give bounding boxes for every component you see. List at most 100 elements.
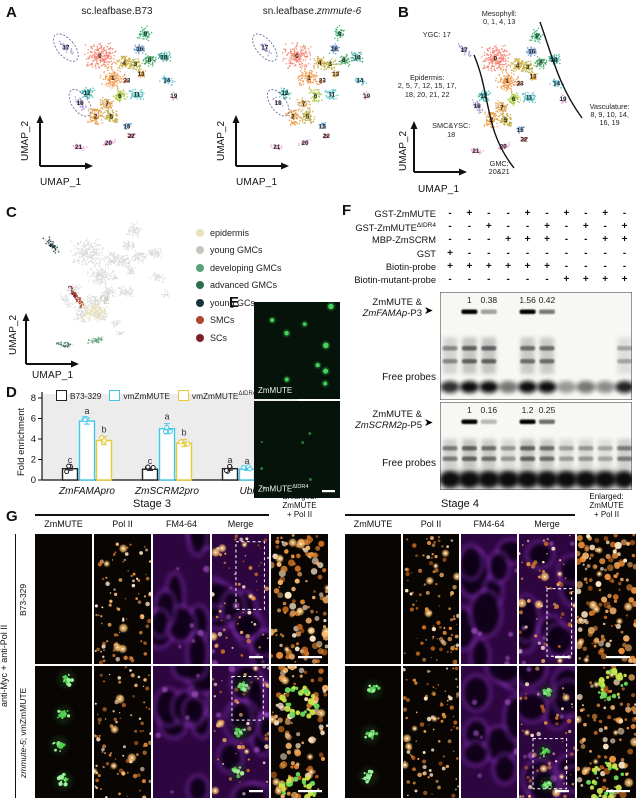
emsa-sign-r0-l6: + (563, 208, 570, 219)
gel2-band-arrow-icon: ➤ (424, 417, 434, 429)
emsa-sign-r4-l8: - (603, 260, 607, 272)
svg-text:2: 2 (94, 114, 98, 121)
svg-text:6: 6 (118, 93, 122, 100)
svg-text:13: 13 (138, 71, 146, 78)
svg-text:18: 18 (275, 100, 283, 107)
chart-legend: B73-329 vmZmMUTE vmZmMUTEΔIDR4 (48, 390, 256, 401)
col-header-s0-0: ZmMUTE (44, 519, 83, 529)
svg-text:3: 3 (329, 61, 333, 68)
micro-tile-r1-c3 (212, 666, 269, 798)
panel-e-label: E (229, 294, 240, 311)
svg-text:0: 0 (494, 55, 498, 62)
umap-c-ylabel: UMAP_2 (8, 315, 19, 356)
svg-text:13: 13 (332, 71, 340, 78)
col-header-s1-3: Merge (534, 519, 560, 529)
e-img2-label: ZmMUTEΔIDR4 (258, 484, 309, 494)
emsa-sign-r3-l4: - (525, 247, 530, 259)
emsa-sign-r1-l9: + (621, 221, 628, 233)
emsa-sign-r0-l2: - (487, 208, 491, 219)
row1-genotype-label: B73-329 (18, 583, 28, 617)
micro-tile-r0-c9 (577, 534, 636, 664)
svg-text:22: 22 (128, 133, 136, 140)
svg-text:20: 20 (105, 140, 113, 147)
micro-tile-r0-c6 (403, 534, 459, 664)
svg-text:16: 16 (528, 48, 536, 55)
svg-text:11: 11 (134, 92, 141, 99)
emsa-sign-r2-l4: + (524, 234, 531, 246)
emsa-sign-r0-l0: - (448, 208, 452, 219)
emsa-sign-r2-l9: + (621, 234, 628, 246)
umap-a1-ylabel: UMAP_2 (20, 121, 31, 162)
emsa-row-label-2: MBP-ZmSCRM (371, 235, 436, 246)
emsa-sign-r2-l7: - (584, 234, 588, 246)
svg-text:9: 9 (535, 33, 539, 40)
svg-text:5: 5 (504, 117, 508, 124)
emsa-sign-r1-l5: + (544, 221, 550, 233)
svg-text:2: 2 (291, 114, 295, 121)
svg-text:11: 11 (526, 95, 533, 102)
emsa-sign-r5-l5: - (545, 274, 549, 285)
emsa-sign-r2-l1: - (467, 234, 472, 246)
micro-tile-r0-c0 (35, 534, 92, 664)
legend-item-6: SCs (196, 329, 282, 347)
emsa-sign-r4-l0: + (447, 260, 453, 272)
svg-text:6: 6 (512, 96, 516, 103)
gel1-free-probes-label: Free probes (382, 372, 436, 383)
emsa-sign-r2-l5: + (544, 234, 550, 246)
svg-text:20: 20 (500, 144, 508, 151)
micro-tile-r0-c1 (94, 534, 151, 664)
umap-a2-xlabel: UMAP_1 (236, 177, 278, 188)
emsa-sign-r5-l8: + (602, 274, 609, 285)
svg-text:9: 9 (144, 31, 148, 38)
umap-b-annotation-1: YGC: 17 (422, 30, 451, 40)
emsa-sign-r3-l5: - (545, 247, 549, 259)
legend-item-0: epidermis (196, 224, 282, 242)
micro-tile-r1-c9 (577, 666, 636, 798)
emsa-sign-r3-l9: - (622, 247, 627, 259)
emsa-sign-r1-l8: - (603, 221, 607, 233)
chart-legend-label-1: vmZmMUTE (123, 390, 170, 401)
umap-a1-xlabel: UMAP_1 (40, 177, 82, 188)
emsa-row-label-5: Biotin-mutant-probe (354, 275, 436, 285)
emsa-sign-r2-l0: - (448, 234, 452, 246)
emsa-sign-r4-l5: + (544, 260, 550, 272)
emsa-sign-r5-l2: - (487, 274, 491, 285)
col-header-s1-1: Pol II (420, 519, 442, 529)
gel1-band-label: ZmMUTE & ZmFAMAp-P3 (362, 297, 422, 320)
panel-a-title-left: sc.leafbase.B73 (37, 6, 197, 17)
micro-tile-r0-c8 (519, 534, 575, 664)
micro-tile-r1-c6 (403, 666, 459, 798)
chart-legend-label-2: vmZmMUTEΔIDR4 (191, 390, 257, 401)
svg-text:4: 4 (122, 60, 126, 67)
emsa-sign-r5-l0: - (448, 274, 452, 285)
svg-text:11: 11 (328, 92, 335, 99)
emsa-sign-r0-l9: - (622, 208, 627, 219)
svg-text:6: 6 (314, 93, 318, 100)
emsa-sign-r4-l6: - (564, 260, 569, 272)
legend-item-2: developing GMCs (196, 259, 282, 277)
emsa-sign-r0-l4: + (524, 208, 531, 219)
stage-title-0: Stage 3 (133, 498, 171, 510)
col-header-s0-2: FM4-64 (165, 519, 197, 529)
micro-tile-r0-c2 (153, 534, 210, 664)
svg-text:12: 12 (480, 93, 488, 100)
gel2-free-probes-label: Free probes (382, 458, 436, 469)
fluorescence-image-zmmute-didr4 (254, 401, 340, 498)
svg-text:10: 10 (550, 57, 558, 64)
svg-text:19: 19 (170, 93, 178, 100)
legend-item-4: young GCs (196, 294, 282, 312)
emsa-sign-r0-l7: - (584, 208, 588, 219)
emsa-sign-r0-l8: + (602, 208, 609, 219)
emsa-sign-r1-l6: - (564, 221, 569, 233)
umap-b-annotation-5: Vasculature: 8, 9, 10, 14, 16, 19 (589, 101, 630, 128)
umap-b-xlabel: UMAP_1 (418, 184, 460, 195)
enlarged-header-0: Enlarged: ZmMUTE + Pol II (282, 492, 317, 520)
svg-text:15: 15 (123, 123, 131, 130)
svg-text:5: 5 (306, 114, 310, 121)
emsa-row-label-0: GST-ZmMUTE (374, 209, 436, 219)
micro-tile-r1-c4 (271, 666, 328, 798)
col-header-s1-2: FM4-64 (473, 519, 505, 529)
svg-text:8: 8 (539, 60, 543, 67)
svg-text:23: 23 (517, 81, 525, 88)
